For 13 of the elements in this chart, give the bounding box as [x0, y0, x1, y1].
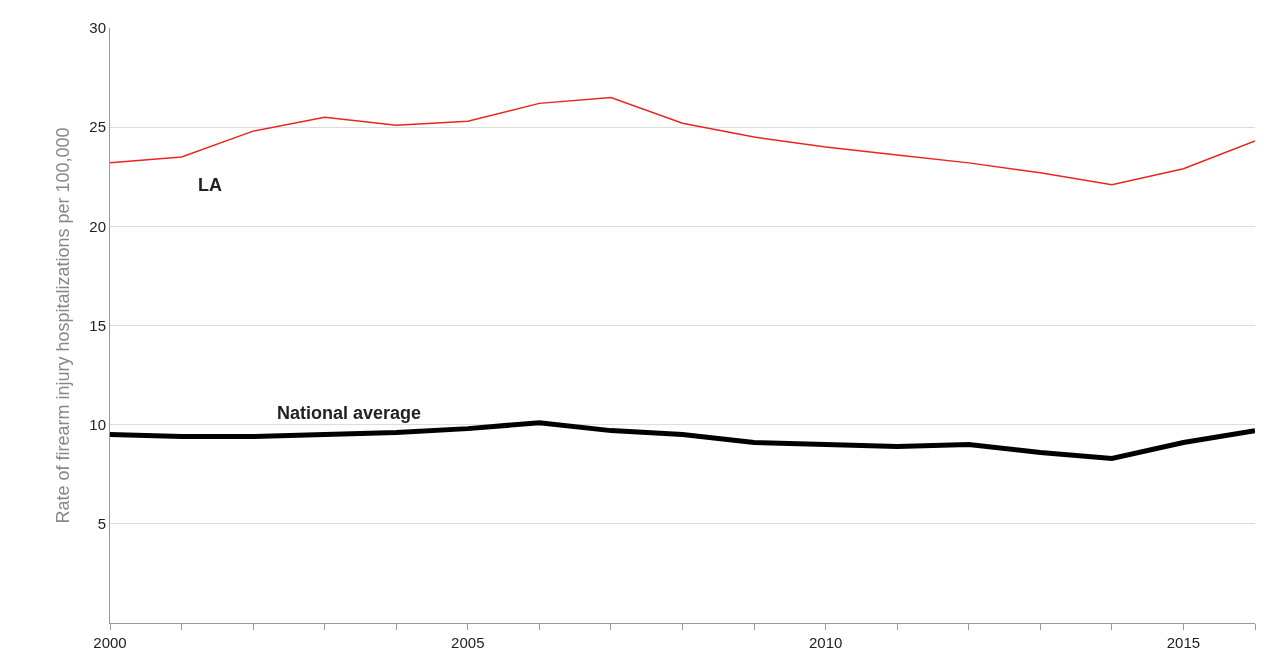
y-axis-title: Rate of firearm injury hospitalizations per 100,000: [52, 127, 73, 524]
x-tick-label: 2000: [93, 634, 127, 651]
y-tick-label: 20: [89, 217, 106, 235]
y-tick-label: 5: [97, 515, 106, 533]
series-label: LA: [198, 175, 222, 195]
y-tick-label: 30: [89, 19, 106, 37]
x-tick-label: 2015: [1166, 634, 1201, 651]
y-tick-label: 25: [89, 118, 106, 136]
y-tick-label: 10: [89, 415, 106, 433]
y-tick-label: 15: [89, 316, 106, 334]
series-label: National average: [277, 403, 422, 423]
x-tick-label: 2005: [451, 634, 485, 651]
x-tick-label: 2010: [808, 634, 843, 651]
